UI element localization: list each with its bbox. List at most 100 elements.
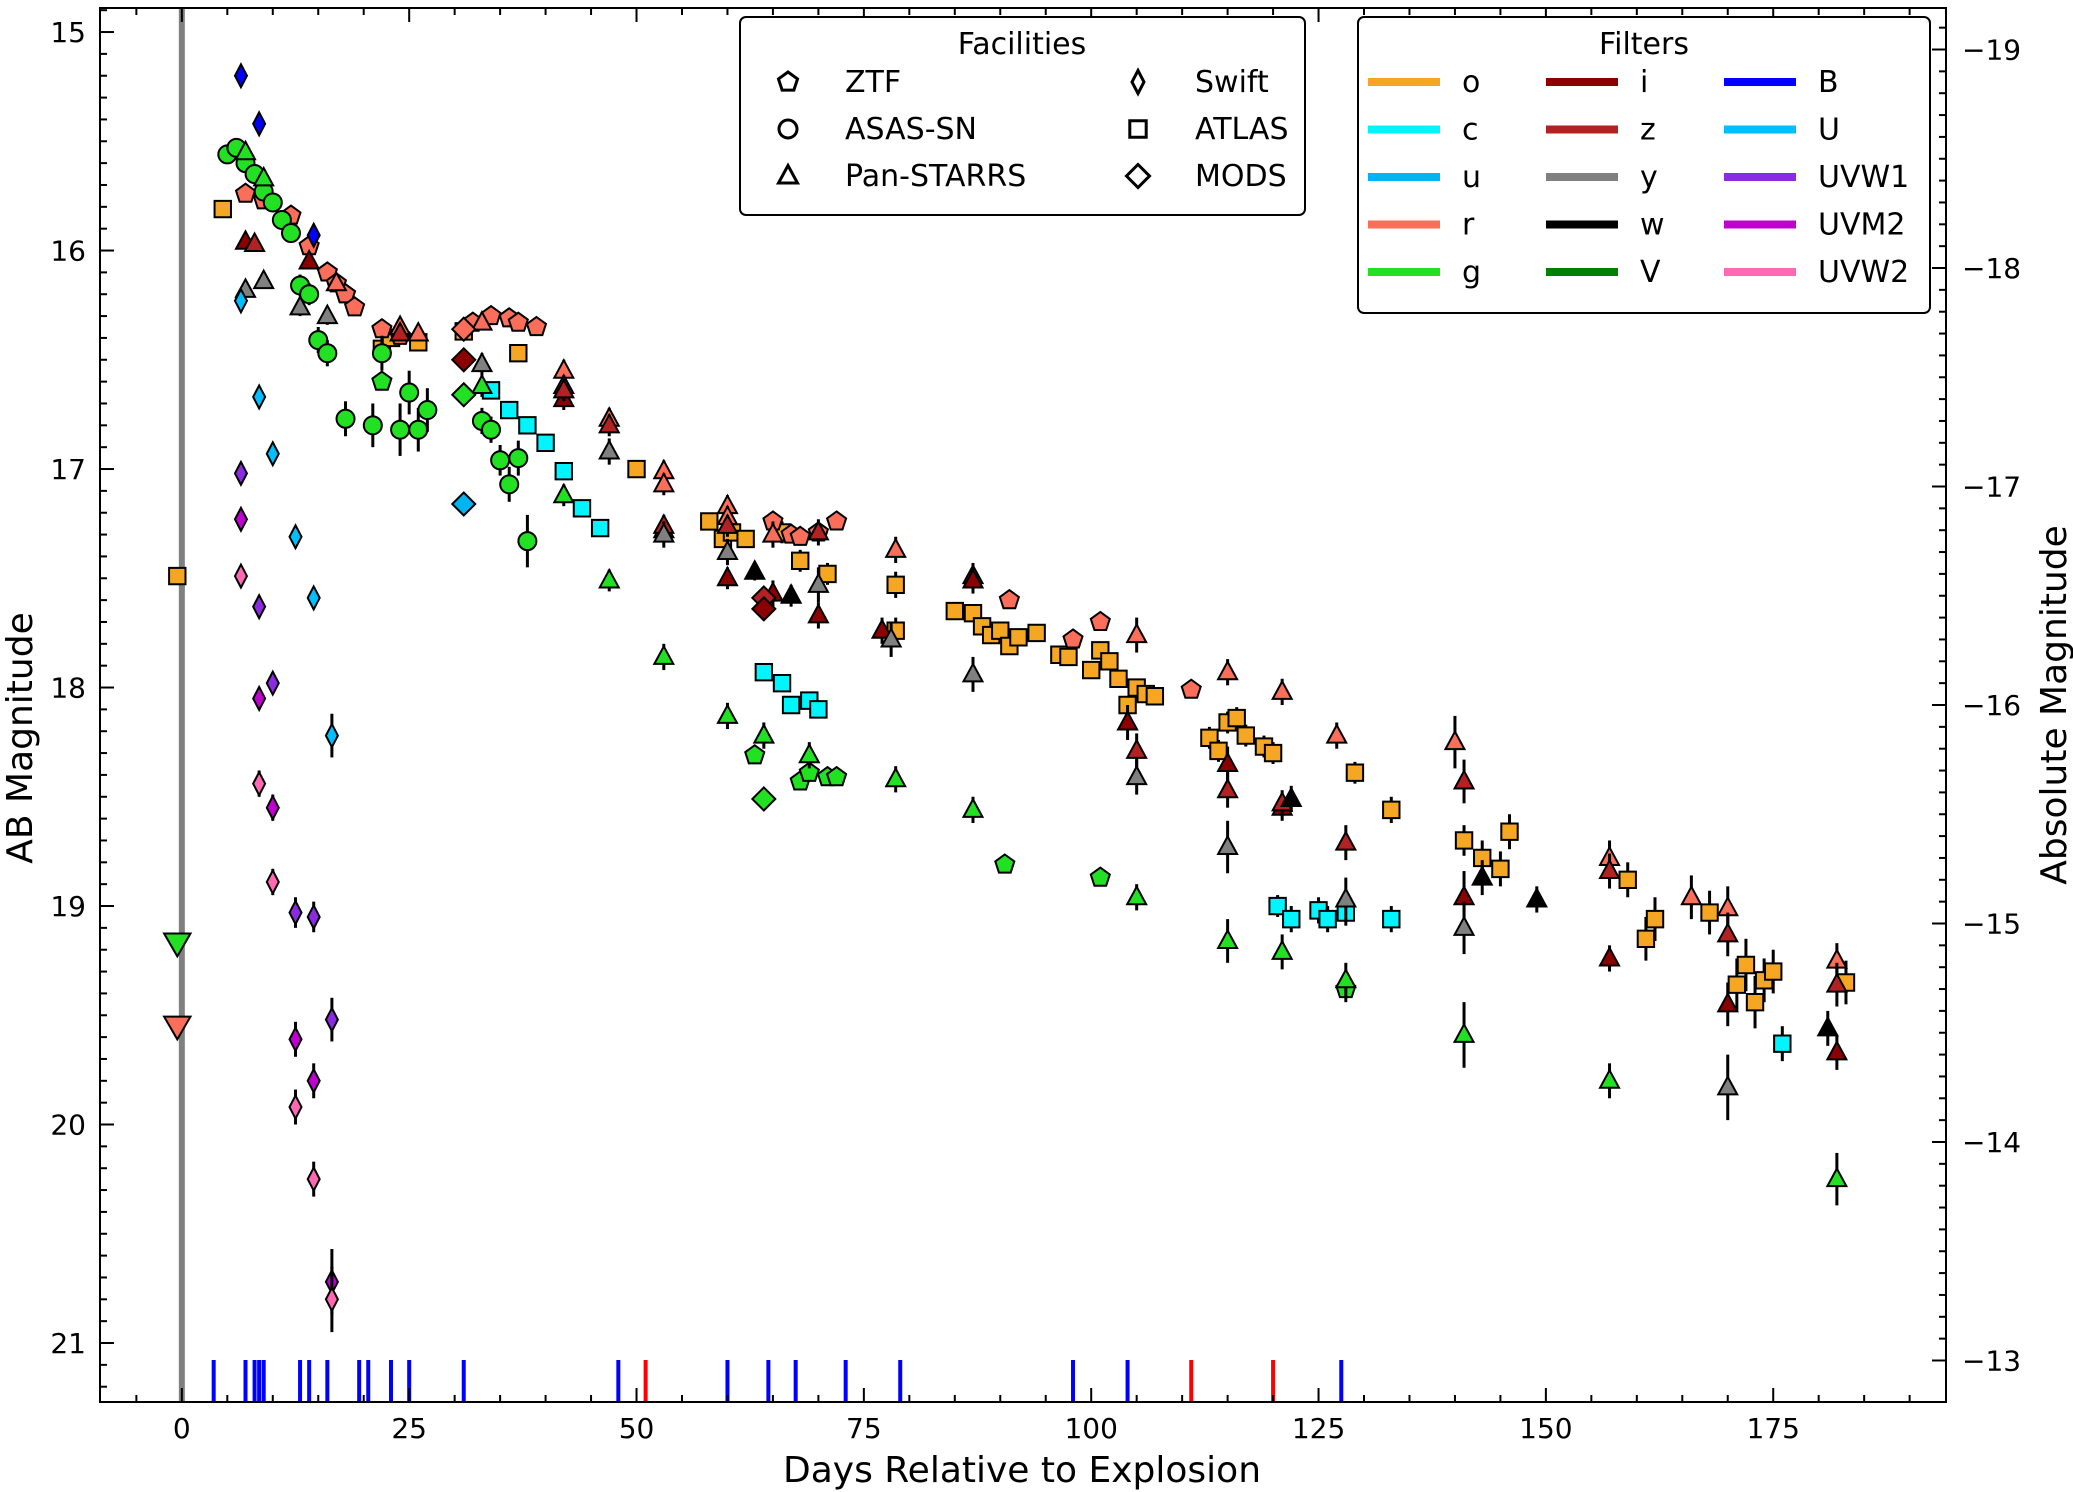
filter-legend-label: V xyxy=(1640,255,1661,290)
ztf-g-point xyxy=(798,761,820,782)
y-tick-label: 20 xyxy=(50,1109,86,1142)
swift-uvm2-point xyxy=(306,1067,321,1095)
y2-tick-label: −17 xyxy=(1962,471,2021,504)
mods-mixed-point xyxy=(450,316,477,343)
swift-uvw1-point xyxy=(324,1005,340,1034)
atlas-o-point xyxy=(1645,909,1665,929)
asas-sn-g-point xyxy=(371,343,392,364)
pan-starrs-z-point xyxy=(1825,972,1849,993)
pan-starrs-i-point xyxy=(1716,991,1739,1013)
swift-uvm2-point xyxy=(252,684,267,713)
y-tick-label: 18 xyxy=(50,672,86,705)
pan-starrs-g-point xyxy=(598,567,621,589)
pan-starrs-i-point xyxy=(1216,751,1239,772)
atlas-c-point xyxy=(754,663,774,682)
atlas-c-point xyxy=(772,673,792,693)
filter-legend-label: UVW1 xyxy=(1818,160,1909,195)
swift-uvw1-point xyxy=(233,459,249,488)
atlas-c-point xyxy=(590,518,610,538)
pan-starrs-z-point xyxy=(1716,921,1739,943)
pan-starrs-g-point xyxy=(884,766,907,788)
filter-legend-label: B xyxy=(1818,65,1839,100)
atlas-o-point xyxy=(1473,848,1492,868)
filter-legend-label: UVM2 xyxy=(1818,208,1905,243)
ztf-g-point xyxy=(1089,866,1111,887)
atlas-c-point xyxy=(1282,909,1301,929)
pan-starrs-y-point xyxy=(252,268,275,290)
y2-tick-label: −18 xyxy=(1962,252,2021,285)
pan-starrs-y-point xyxy=(1716,1074,1739,1096)
atlas-o-point xyxy=(1700,903,1719,922)
pan-starrs-y-point xyxy=(598,438,621,460)
spectra-epoch-layer xyxy=(211,1360,1344,1402)
pan-starrs-y-point xyxy=(961,661,985,683)
pan-starrs-z-point xyxy=(1334,830,1358,851)
facility-legend-label: Pan-STARRS xyxy=(845,159,1026,194)
swift-uvm2-point xyxy=(233,505,249,533)
facility-legend-marker xyxy=(775,162,801,185)
atlas-o-point xyxy=(1082,660,1101,680)
pan-starrs-y-point xyxy=(807,572,830,593)
pan-starrs-i-point xyxy=(870,618,894,639)
y2-axis-label: Absolute Magnitude xyxy=(2034,525,2073,885)
swift-uvw2-point xyxy=(306,1165,321,1193)
pan-starrs-r-point xyxy=(470,310,494,331)
pan-starrs-r-point xyxy=(884,537,907,558)
pan-starrs-g-point xyxy=(716,703,739,724)
facilities-legend: Facilities ZTF ASAS-SN Pan-STARRS Swift ATLA… xyxy=(739,16,1306,216)
atlas-o-point xyxy=(213,199,232,219)
atlas-o-point xyxy=(1636,929,1656,948)
atlas-c-point xyxy=(1318,909,1337,929)
y-tick-label: 17 xyxy=(50,453,86,486)
atlas-o-point xyxy=(1059,647,1078,667)
filter-legend-label: UVW2 xyxy=(1818,255,1909,290)
mods-mixed-point xyxy=(450,491,477,517)
ztf-r-point xyxy=(507,311,529,332)
pan-starrs-g-point xyxy=(798,742,821,764)
atlas-o-point xyxy=(1764,962,1783,981)
swift-u-point xyxy=(306,584,321,612)
swift-u-point xyxy=(324,721,340,750)
atlas-c-point xyxy=(554,462,573,481)
atlas-c-point xyxy=(572,499,592,518)
swift-u-point xyxy=(265,440,280,468)
pan-starrs-i-point xyxy=(1825,1039,1849,1061)
asas-sn-g-point xyxy=(499,474,520,495)
filters-legend-box xyxy=(1357,16,1931,314)
facility-legend-label: Swift xyxy=(1195,65,1269,100)
y2-tick-label: −19 xyxy=(1962,34,2021,67)
facility-legend-label: ZTF xyxy=(845,65,901,100)
ztf-r-point xyxy=(525,315,548,337)
pan-starrs-g-point xyxy=(470,373,494,394)
atlas-o-point xyxy=(991,621,1010,640)
filter-legend-label: w xyxy=(1640,208,1665,243)
ztf-r-point xyxy=(1180,678,1202,699)
ztf-g-point xyxy=(994,853,1016,874)
pan-starrs-w-point xyxy=(779,583,803,604)
atlas-o-point xyxy=(945,601,964,621)
pan-starrs-z-point xyxy=(552,377,575,399)
pan-starrs-r-point xyxy=(1680,884,1703,906)
x-tick-label: 50 xyxy=(619,1412,655,1445)
asas-sn-g-point xyxy=(335,408,356,429)
pan-starrs-w-point xyxy=(743,559,766,580)
atlas-o-point xyxy=(1345,763,1365,782)
pan-starrs-g-point xyxy=(234,139,257,161)
x-tick-label: 100 xyxy=(1064,1412,1117,1445)
pan-starrs-r-point xyxy=(407,320,430,342)
atlas-o-point xyxy=(700,512,719,531)
facility-legend-marker xyxy=(1128,119,1148,139)
asas-sn-g-point xyxy=(408,419,429,440)
swift-u-point xyxy=(288,523,303,551)
filter-legend-label: U xyxy=(1818,113,1840,148)
swift-uvw2-point xyxy=(265,868,280,896)
ztf-g-point xyxy=(825,765,848,787)
atlas-o-point xyxy=(1454,831,1474,850)
pan-starrs-g-point xyxy=(1334,967,1358,989)
asas-sn-g-point xyxy=(262,192,283,213)
pan-starrs-y-point xyxy=(316,303,339,325)
y2-tick-label: −13 xyxy=(1962,1344,2021,1377)
swift-uvm2-point xyxy=(265,794,280,822)
filter-legend-label: g xyxy=(1462,255,1481,290)
